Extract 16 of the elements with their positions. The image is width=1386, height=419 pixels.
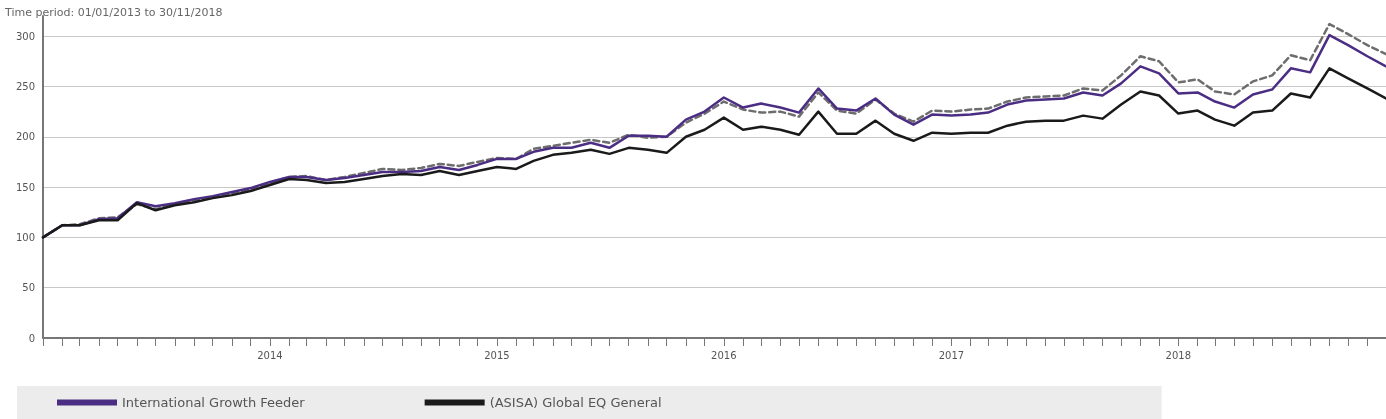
x-tick-label: 2017 [938, 349, 965, 361]
y-tick-label: 0 [28, 332, 35, 344]
x-tick-label: 2014 [257, 349, 283, 361]
chart-subtitle: Time period: 01/01/2013 to 30/11/2018 [4, 6, 223, 19]
y-tick-label: 200 [15, 131, 35, 143]
y-tick-label: 150 [15, 181, 35, 193]
x-tick-label: 2015 [484, 349, 510, 361]
x-tick-label: 2018 [1165, 349, 1192, 361]
legend-label: (ASISA) Global EQ General [489, 395, 662, 410]
y-tick-label: 50 [22, 282, 35, 294]
y-tick-label: 100 [15, 231, 35, 243]
x-tick-label: 2016 [711, 349, 737, 361]
y-tick-label: 300 [15, 30, 35, 42]
y-tick-label: 250 [15, 80, 35, 92]
legend-label: International Growth Feeder [122, 395, 306, 410]
line-series [41, 67, 1386, 239]
